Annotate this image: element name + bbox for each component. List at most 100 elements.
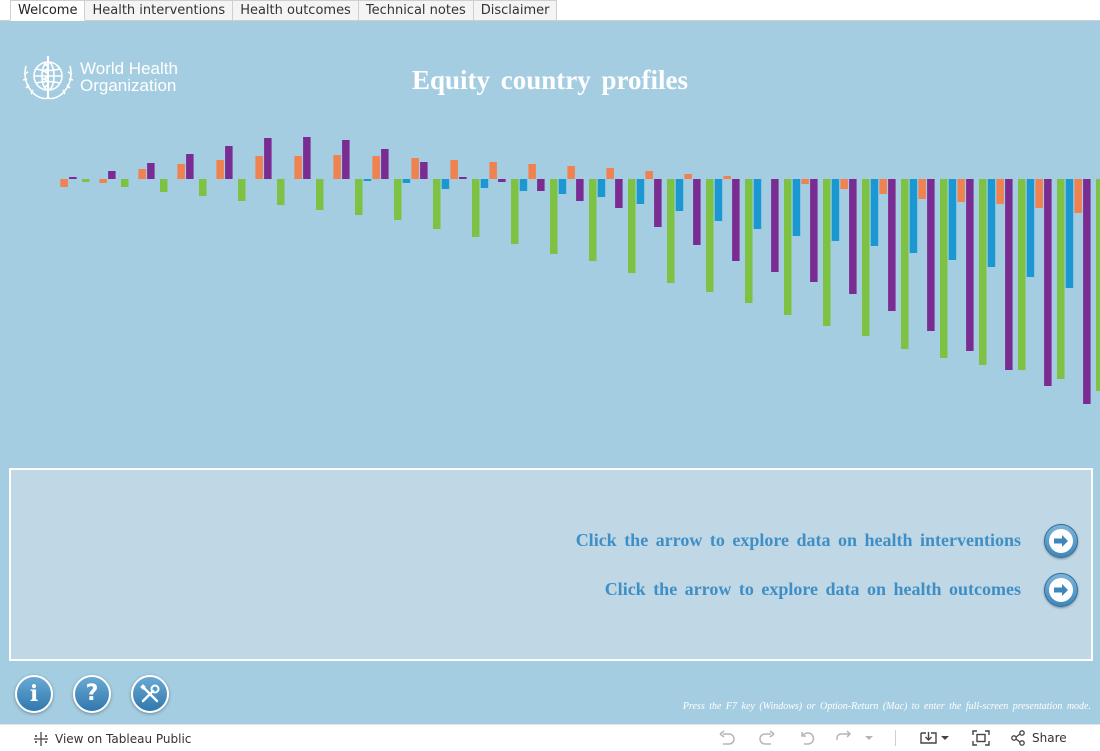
chart-bar <box>589 179 597 261</box>
tab-health-outcomes[interactable]: Health outcomes <box>232 0 359 20</box>
chart-bar <box>567 166 575 179</box>
chart-bar <box>238 179 246 201</box>
chart-bar <box>433 179 441 229</box>
chart-bar <box>138 169 146 179</box>
chart-bar <box>363 179 372 181</box>
help-button[interactable]: ? <box>73 675 111 713</box>
chart-bar <box>684 174 692 179</box>
chart-bar <box>1044 179 1052 386</box>
chart-bar <box>870 179 879 246</box>
chart-bar <box>225 146 233 179</box>
decorative-bar-chart <box>60 137 1100 404</box>
chart-bar <box>823 179 831 326</box>
chart-bar <box>987 179 996 267</box>
tab-welcome[interactable]: Welcome <box>10 0 86 21</box>
chart-bar <box>879 179 887 194</box>
help-icon: ? <box>85 681 99 706</box>
who-logo: World Health Organization <box>20 52 178 102</box>
chart-bar <box>745 179 753 303</box>
tab-health-interventions[interactable]: Health interventions <box>84 0 234 20</box>
chart-bar <box>489 162 497 179</box>
chart-bar <box>82 179 90 182</box>
undo-icon[interactable] <box>718 730 736 746</box>
chart-bar <box>480 179 489 188</box>
chart-bar <box>966 179 974 351</box>
explore-outcomes-arrow-button[interactable] <box>1044 573 1078 607</box>
chart-bar <box>316 179 324 210</box>
chart-bar <box>862 179 870 336</box>
share-button[interactable]: Share <box>1010 730 1067 746</box>
chart-bar <box>706 179 714 292</box>
chart-bar <box>372 156 380 179</box>
chart-bar <box>450 160 458 179</box>
chart-bar <box>558 179 567 194</box>
chart-bar <box>108 171 116 179</box>
arrow-right-icon <box>1054 535 1068 547</box>
chart-bar <box>636 179 645 204</box>
who-emblem-icon <box>22 56 74 100</box>
chart-bar <box>784 179 792 315</box>
chart-bar <box>177 164 185 179</box>
revert-icon[interactable] <box>798 730 818 746</box>
chart-bar <box>60 179 68 187</box>
redo-icon[interactable] <box>758 730 776 746</box>
chart-bar <box>498 179 506 182</box>
chart-bar <box>645 171 653 179</box>
arrow-right-icon <box>1054 584 1068 596</box>
tab-technical-notes[interactable]: Technical notes <box>357 0 474 20</box>
chart-bar <box>381 149 389 179</box>
chart-bar <box>957 179 965 202</box>
tableau-logo-icon <box>34 732 48 746</box>
chart-bar <box>459 177 467 179</box>
info-icon: i <box>29 681 39 707</box>
chart-bar <box>628 179 636 273</box>
chart-bar <box>801 179 809 184</box>
download-icon[interactable] <box>920 730 950 746</box>
chart-bar <box>849 179 857 294</box>
chart-bar <box>606 168 614 179</box>
chart-bar <box>1096 179 1100 391</box>
chart-bar <box>1083 179 1091 404</box>
chart-bar <box>519 179 528 191</box>
wrench-screwdriver-icon <box>140 684 160 703</box>
chart-bar <box>615 179 623 208</box>
chart-bar <box>810 179 818 282</box>
chart-bar <box>948 179 957 260</box>
chart-bar <box>294 156 302 179</box>
chart-bar <box>355 179 363 215</box>
chart-bar <box>147 163 155 179</box>
fullscreen-icon[interactable] <box>972 730 990 746</box>
chart-bar <box>99 179 107 183</box>
who-logo-text: World Health Organization <box>80 60 178 94</box>
navigation-panel: Click the arrow to explore data on healt… <box>9 468 1093 661</box>
chart-bar <box>667 179 675 283</box>
chart-bar <box>597 179 606 197</box>
tab-disclaimer[interactable]: Disclaimer <box>472 0 558 20</box>
refresh-icon[interactable] <box>834 730 854 746</box>
chart-bar <box>441 179 450 189</box>
info-button[interactable]: i <box>15 675 53 713</box>
chart-bar <box>732 179 740 261</box>
logo-line-2: Organization <box>80 76 177 95</box>
chart-bar <box>576 179 584 201</box>
chart-bar <box>927 179 935 331</box>
chart-bar <box>537 179 545 191</box>
chevron-down-icon[interactable] <box>864 735 874 741</box>
chart-bar <box>69 177 77 179</box>
chart-bar <box>121 179 129 187</box>
tableau-toolbar: View on Tableau Public Share <box>0 724 1100 751</box>
chart-bar <box>199 179 207 196</box>
chart-bar <box>792 179 801 236</box>
chart-bar <box>1026 179 1035 277</box>
cta-interventions-text: Click the arrow to explore data on healt… <box>575 530 1021 550</box>
chart-bar <box>1035 179 1043 208</box>
chart-bar <box>550 179 558 254</box>
chart-bar <box>888 179 896 311</box>
chart-bar <box>771 179 779 272</box>
chart-bar <box>333 155 341 179</box>
view-on-tableau-link[interactable]: View on Tableau Public <box>33 731 191 747</box>
chart-bar <box>714 179 723 221</box>
explore-interventions-arrow-button[interactable] <box>1044 524 1078 558</box>
chart-bar <box>216 160 224 179</box>
tools-button[interactable] <box>131 675 169 713</box>
